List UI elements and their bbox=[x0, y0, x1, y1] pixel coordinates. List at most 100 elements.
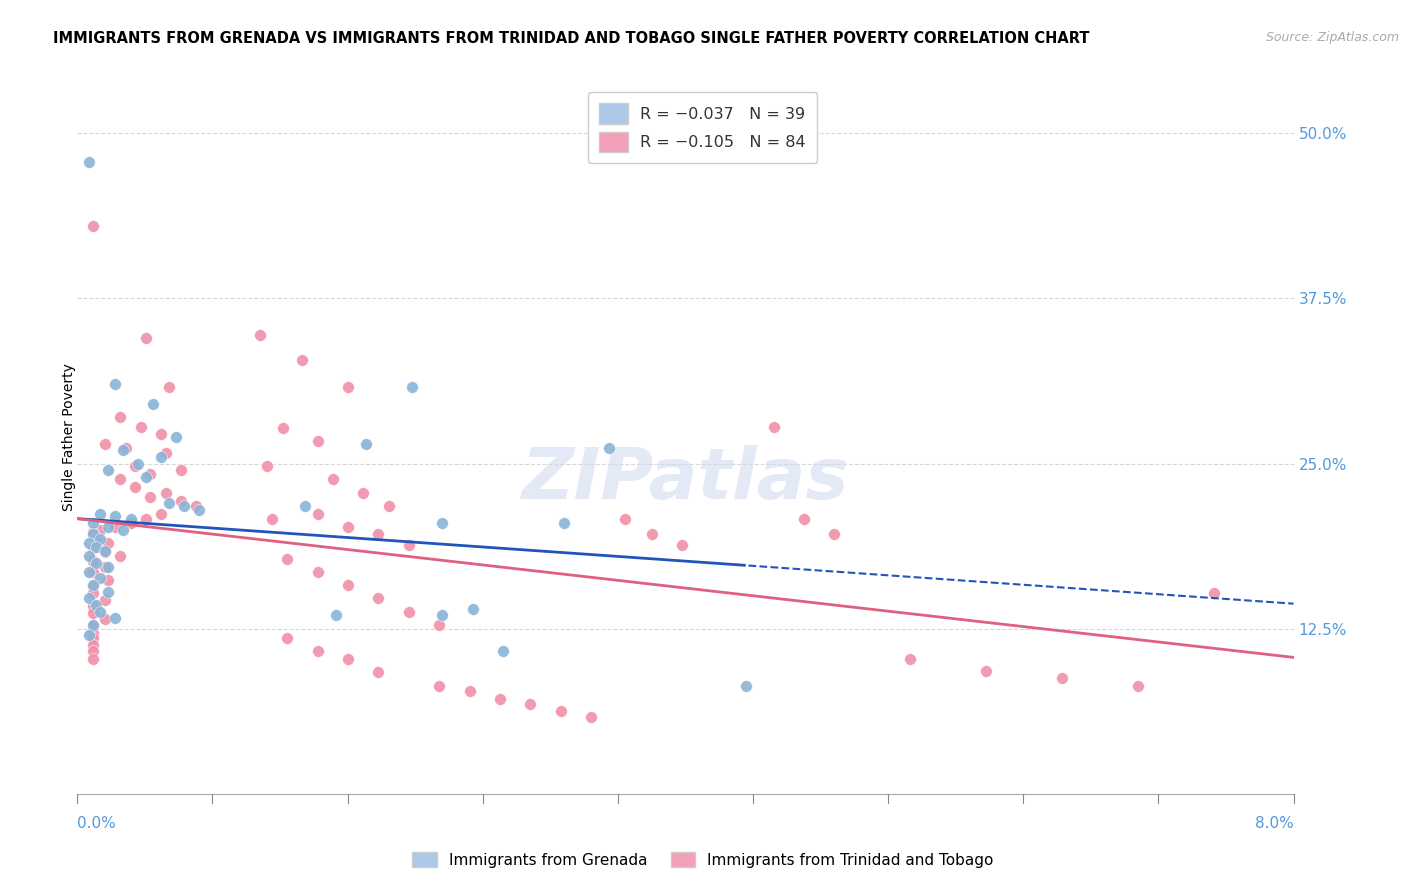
Point bbox=[149, 507, 172, 521]
Point bbox=[149, 427, 172, 442]
Point bbox=[352, 485, 374, 500]
Point bbox=[124, 480, 146, 494]
Point bbox=[367, 665, 389, 680]
Point bbox=[139, 467, 162, 481]
Point bbox=[79, 549, 101, 563]
Point bbox=[79, 155, 101, 169]
Point bbox=[93, 436, 115, 450]
Text: ZIPatlas: ZIPatlas bbox=[522, 445, 849, 515]
Point bbox=[976, 664, 998, 678]
Point bbox=[1052, 671, 1074, 685]
Point bbox=[79, 628, 101, 642]
Point bbox=[149, 450, 172, 464]
Legend: Immigrants from Grenada, Immigrants from Trinidad and Tobago: Immigrants from Grenada, Immigrants from… bbox=[406, 846, 1000, 873]
Point bbox=[89, 507, 111, 521]
Point bbox=[82, 625, 104, 640]
Point bbox=[93, 612, 115, 626]
Point bbox=[82, 619, 104, 633]
Point bbox=[367, 591, 389, 606]
Point bbox=[108, 549, 131, 563]
Point bbox=[1128, 679, 1150, 693]
Point bbox=[82, 219, 104, 233]
Point bbox=[104, 611, 127, 625]
Point bbox=[79, 591, 101, 606]
Y-axis label: Single Father Poverty: Single Father Poverty bbox=[62, 363, 76, 511]
Point bbox=[398, 538, 420, 552]
Point bbox=[97, 584, 120, 599]
Point bbox=[115, 441, 138, 455]
Point bbox=[458, 683, 481, 698]
Point bbox=[79, 565, 101, 579]
Point bbox=[82, 541, 104, 555]
Point bbox=[170, 493, 193, 508]
Point bbox=[398, 605, 420, 619]
Point bbox=[127, 457, 149, 471]
Point bbox=[276, 551, 298, 566]
Point bbox=[613, 512, 636, 526]
Point bbox=[82, 525, 104, 540]
Point bbox=[489, 691, 512, 706]
Point bbox=[307, 434, 329, 448]
Point bbox=[291, 353, 314, 368]
Point bbox=[82, 631, 104, 645]
Point bbox=[82, 638, 104, 652]
Point bbox=[82, 644, 104, 658]
Point bbox=[104, 377, 127, 392]
Point bbox=[142, 397, 165, 411]
Point bbox=[97, 536, 120, 550]
Point bbox=[93, 545, 115, 559]
Point bbox=[82, 606, 104, 620]
Point bbox=[82, 526, 104, 541]
Point bbox=[155, 485, 177, 500]
Point bbox=[89, 605, 111, 619]
Text: Source: ZipAtlas.com: Source: ZipAtlas.com bbox=[1265, 31, 1399, 45]
Point bbox=[157, 496, 180, 510]
Point bbox=[184, 499, 207, 513]
Point bbox=[84, 540, 107, 554]
Point bbox=[641, 526, 664, 541]
Point bbox=[104, 520, 127, 534]
Point bbox=[89, 572, 111, 586]
Point bbox=[354, 436, 377, 450]
Point bbox=[793, 512, 815, 526]
Point bbox=[120, 516, 142, 530]
Point bbox=[82, 599, 104, 614]
Point bbox=[93, 543, 115, 558]
Point bbox=[82, 652, 104, 666]
Point bbox=[401, 380, 423, 394]
Point bbox=[93, 592, 115, 607]
Point bbox=[135, 331, 157, 345]
Point bbox=[492, 644, 515, 658]
Point bbox=[84, 556, 107, 570]
Point bbox=[256, 459, 278, 474]
Point bbox=[1204, 586, 1226, 600]
Point bbox=[139, 490, 162, 504]
Point bbox=[322, 472, 344, 486]
Point bbox=[427, 617, 450, 632]
Point bbox=[135, 469, 157, 483]
Point bbox=[336, 380, 359, 394]
Point bbox=[155, 446, 177, 460]
Point bbox=[598, 441, 620, 455]
Point bbox=[550, 704, 572, 718]
Text: 0.0%: 0.0% bbox=[77, 816, 117, 831]
Point bbox=[432, 516, 454, 530]
Point bbox=[579, 710, 602, 724]
Point bbox=[519, 697, 541, 711]
Point bbox=[336, 652, 359, 666]
Point bbox=[82, 516, 104, 530]
Point bbox=[84, 532, 107, 546]
Point bbox=[307, 565, 329, 579]
Point bbox=[260, 512, 283, 526]
Point bbox=[671, 538, 693, 552]
Point bbox=[165, 430, 187, 444]
Point bbox=[129, 419, 152, 434]
Point bbox=[294, 499, 316, 513]
Point bbox=[79, 536, 101, 550]
Point bbox=[108, 472, 131, 486]
Point bbox=[276, 631, 298, 645]
Point bbox=[823, 526, 845, 541]
Point bbox=[135, 512, 157, 526]
Point bbox=[89, 532, 111, 546]
Point bbox=[124, 459, 146, 474]
